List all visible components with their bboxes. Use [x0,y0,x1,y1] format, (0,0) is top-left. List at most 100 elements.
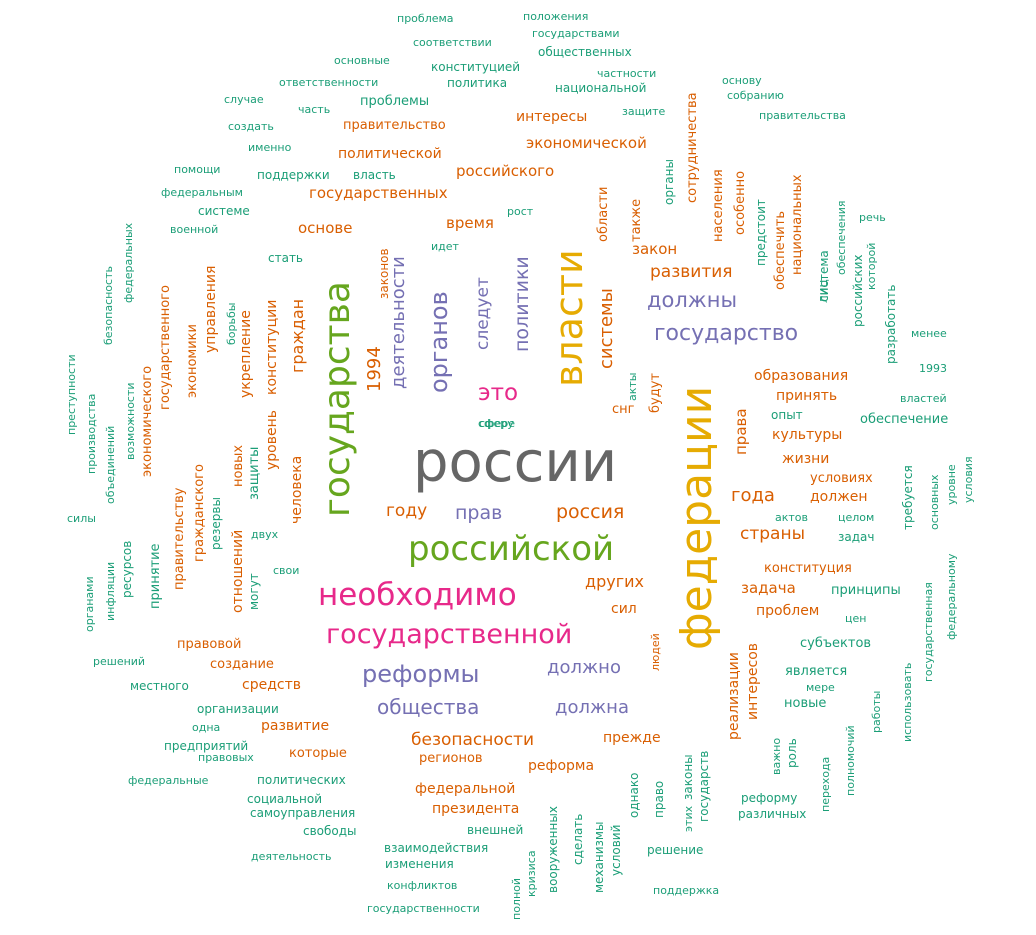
cloud-word: условиях [810,471,873,486]
cloud-word: важно [770,737,783,775]
cloud-word: общества [377,695,480,719]
cloud-word: реформы [362,660,480,688]
cloud-word: людей [649,633,662,671]
cloud-word: следует [473,277,493,350]
cloud-word: соответствии [413,36,492,49]
cloud-word: поддержка [653,884,720,897]
cloud-word: 1993 [919,362,947,375]
cloud-word: самоуправления [250,806,356,820]
cloud-word: свои [273,564,300,577]
cloud-word: федеральным [161,186,243,199]
cloud-word: идет [431,240,459,253]
cloud-word: роль [785,738,799,768]
cloud-word: мере [806,681,835,694]
cloud-word: правовых [198,751,254,764]
cloud-word: правовой [177,637,242,652]
cloud-word: населения [711,169,726,242]
cloud-word: частности [597,67,657,80]
cloud-word: реформу [741,791,798,805]
cloud-word: право [652,780,666,818]
cloud-word: федеральных [122,222,135,303]
cloud-word: конституцией [431,60,521,74]
cloud-word: деятельности [388,256,409,389]
cloud-word: положения [523,10,589,23]
cloud-word: законы [681,754,695,800]
cloud-word: государствами [532,27,620,40]
cloud-word: конституция [764,561,852,576]
cloud-word: преступности [65,354,78,435]
cloud-word: целом [838,511,875,524]
cloud-word: время [446,214,494,232]
cloud-word: однако [627,772,641,818]
cloud-word: гражданского [192,464,207,562]
cloud-word: случае [224,93,264,106]
cloud-word: актов [775,511,809,524]
cloud-word: прав [455,502,503,524]
cloud-word: обеспечить [773,211,788,290]
cloud-word: условий [609,824,623,876]
cloud-word: органы [662,159,676,205]
cloud-word: перехода [819,756,832,812]
cloud-word: принципы [831,583,901,598]
cloud-word: политика [447,76,508,90]
cloud-word: экономического [140,365,155,477]
cloud-word: управления [203,265,219,353]
cloud-word: права [732,408,750,455]
cloud-word: государственных [309,184,448,202]
cloud-word: сфере [479,417,515,430]
cloud-word: уровень [264,409,280,470]
cloud-word: государство [654,321,799,346]
cloud-word: которой [865,242,878,290]
cloud-word: производства [85,393,98,474]
cloud-word: образования [754,368,849,384]
cloud-word: россия [556,501,625,523]
cloud-word: защите [622,105,666,118]
cloud-word: полной [510,877,523,920]
cloud-word: культуры [772,427,843,443]
cloud-word: собранию [727,89,784,102]
cloud-word: обеспечение [860,412,949,427]
cloud-word: стать [268,251,304,265]
cloud-word: одна [192,721,221,734]
cloud-word: опыт [771,408,803,422]
cloud-word: ответственности [279,76,379,89]
cloud-word: государственной [326,619,573,650]
cloud-word: сотрудничества [685,92,700,203]
cloud-word: речь [859,211,886,224]
cloud-word: вооруженных [546,806,560,893]
cloud-word: власть [353,168,396,182]
cloud-word: этих [682,805,695,832]
cloud-word: военной [170,223,219,236]
cloud-word: экономической [526,134,647,152]
cloud-word: граждан [288,298,307,373]
cloud-word: средств [242,677,301,693]
cloud-word: органов [425,291,453,393]
cloud-word: местного [130,679,189,693]
cloud-word: взаимодействия [384,841,489,855]
cloud-word: основных [928,474,941,530]
cloud-word: россии [413,430,618,495]
cloud-word: должна [555,697,629,718]
cloud-word: конституции [264,299,280,395]
cloud-word: безопасность [102,266,115,345]
cloud-word: часть [298,103,331,116]
cloud-word: интересов [745,642,761,720]
cloud-word: должен [810,489,868,505]
cloud-word: менее [911,327,947,340]
cloud-word: сил [611,601,637,617]
cloud-word: национальной [555,81,647,95]
cloud-word: двух [251,528,279,541]
cloud-word: свободы [303,824,357,838]
cloud-word: различных [738,807,807,821]
cloud-word: конфликтов [387,879,458,892]
cloud-word: создать [228,120,274,133]
cloud-word: субъектов [800,636,872,651]
cloud-word: объединений [104,425,117,504]
cloud-word: уровне [945,464,958,505]
cloud-word: года [731,485,775,506]
cloud-word: снг [612,402,635,417]
cloud-word: должны [647,288,738,312]
cloud-word: властей [900,392,947,405]
cloud-word: новые [784,696,827,711]
